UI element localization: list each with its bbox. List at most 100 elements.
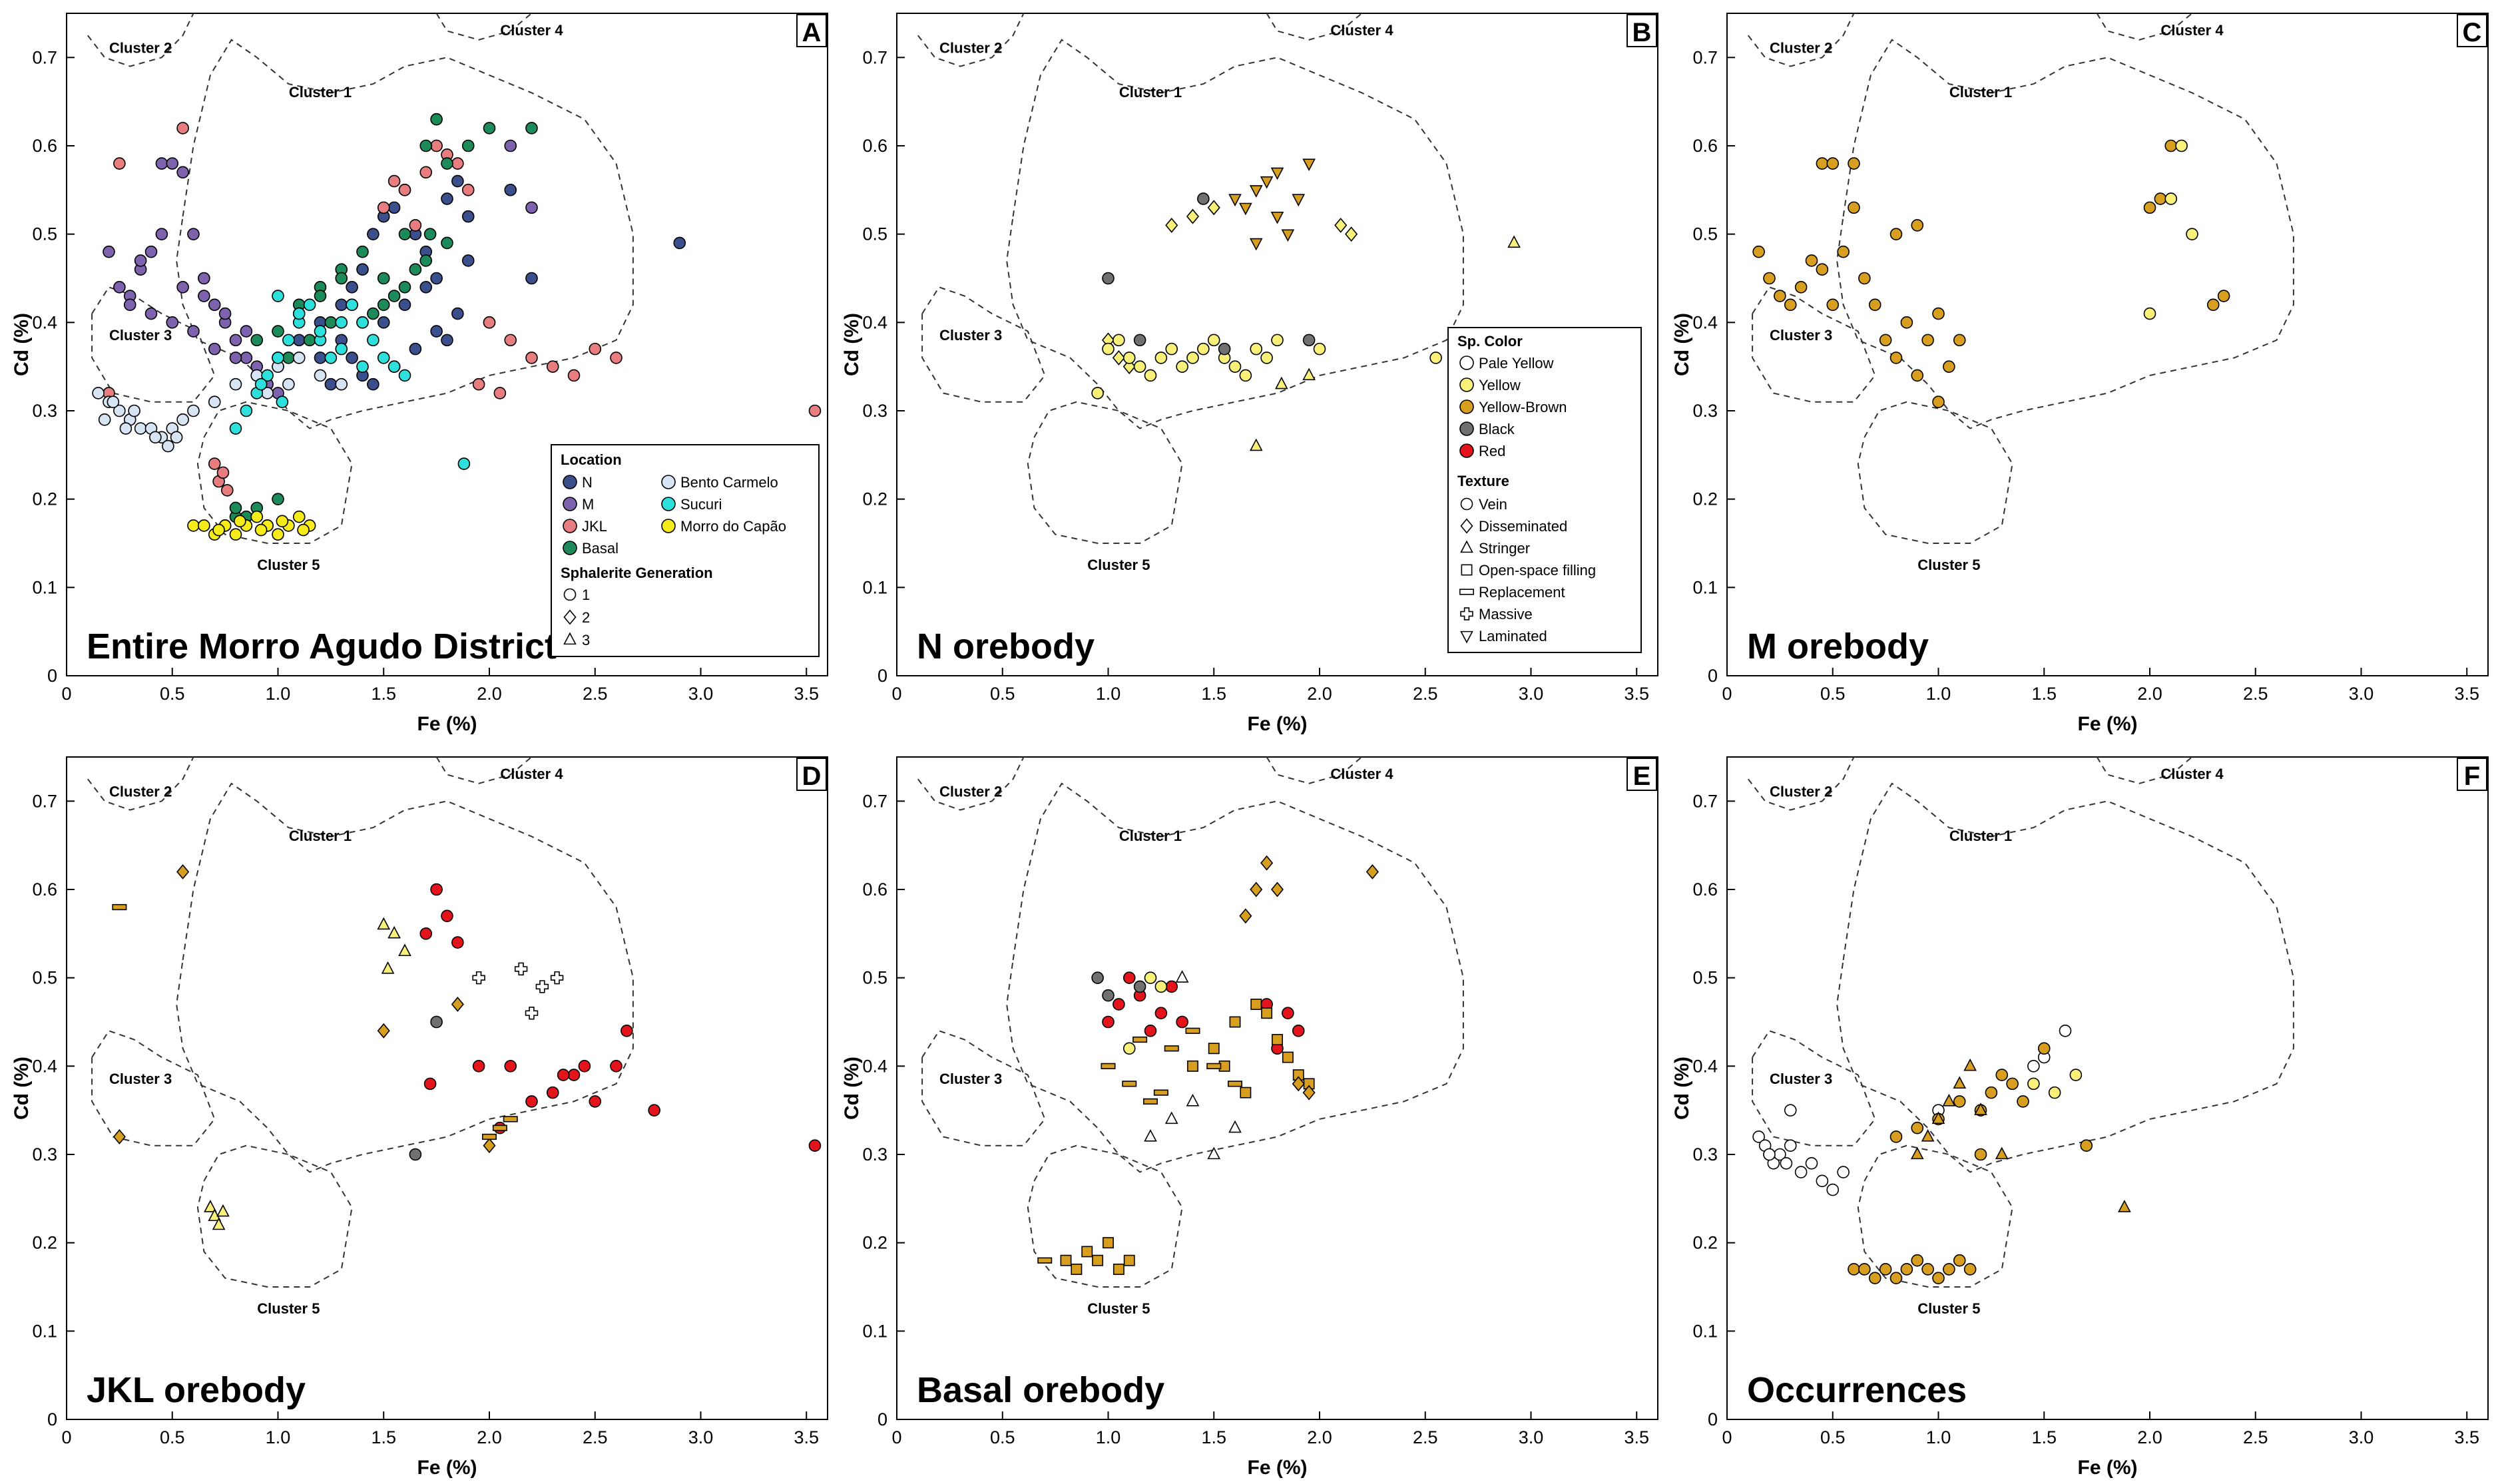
data-point (1176, 360, 1188, 373)
data-point (1239, 908, 1252, 924)
data-point (1091, 971, 1104, 984)
cluster-outline-c5 (196, 1144, 353, 1288)
data-point (208, 395, 221, 409)
y-tick-label: 0.2 (32, 1233, 57, 1253)
data-point (673, 236, 686, 250)
data-point (419, 927, 433, 940)
data-point (1900, 1263, 1913, 1276)
data-point (1794, 1166, 1808, 1178)
data-point (1780, 1156, 1793, 1170)
series-black (1091, 971, 1146, 1002)
data-point (1123, 1254, 1135, 1266)
y-tick-label: 0.1 (32, 1321, 57, 1341)
data-point (276, 515, 289, 528)
data-point (472, 377, 485, 391)
data-point (216, 466, 230, 479)
cluster-label: Cluster 3 (1770, 327, 1832, 344)
data-point (250, 510, 264, 523)
cluster-outline-c4 (1266, 756, 1363, 784)
data-point (250, 334, 264, 347)
data-point (240, 325, 253, 338)
cluster-outline-c2 (1748, 756, 1855, 811)
cluster-label: Cluster 5 (257, 1300, 320, 1317)
data-point (1175, 970, 1189, 983)
data-point (525, 1095, 538, 1108)
cluster-outline-c5 (1027, 1144, 1183, 1288)
x-tick-label: 0.5 (1820, 1427, 1846, 1447)
panel-letter: F (2464, 762, 2480, 791)
data-point (1889, 1130, 1903, 1143)
legend-label: Red (1479, 443, 1505, 459)
data-point (162, 439, 174, 453)
panel-title: Occurrences (1747, 1370, 1967, 1410)
legend-label: Replacement (1479, 584, 1565, 601)
data-point (423, 228, 437, 240)
x-tick-label: 1.0 (1926, 1427, 1951, 1447)
data-point (218, 307, 232, 320)
panel-f: Cluster 1 Cluster 2 Cluster 3 Cluster 4 Clus… (1671, 756, 2489, 1479)
x-tick-label: 0 (891, 684, 901, 704)
data-point (1953, 1095, 1966, 1108)
panel-letter-box (2457, 758, 2487, 791)
panel-letter: D (802, 762, 822, 791)
data-point (589, 342, 602, 356)
legend-swatch (563, 475, 577, 489)
legend-label: Black (1479, 421, 1515, 437)
data-point (451, 307, 464, 320)
data-point (1249, 185, 1263, 198)
data-point (176, 280, 189, 294)
data-point (144, 307, 158, 320)
data-point (1292, 1024, 1305, 1037)
data-point (1932, 395, 1945, 409)
y-axis-title: Cd (%) (841, 1057, 863, 1120)
data-point (166, 157, 179, 170)
data-point (103, 245, 115, 258)
data-point (1848, 157, 1860, 170)
data-point (430, 1015, 443, 1029)
x-tick-label: 3.5 (794, 684, 819, 704)
cluster-outline-c2 (87, 13, 194, 67)
data-point (1185, 1027, 1200, 1034)
data-point (1910, 1146, 1924, 1160)
data-point (377, 316, 390, 329)
data-point (212, 523, 225, 537)
panel-title: Basal orebody (917, 1370, 1164, 1410)
data-point (525, 201, 538, 214)
legend-swatch (563, 497, 577, 511)
data-point (1334, 217, 1348, 233)
y-axis-title: Cd (%) (1671, 313, 1693, 376)
cluster-label: Cluster 1 (1949, 828, 2012, 844)
series-yellow-brown-vein (1848, 1042, 2093, 1285)
data-point (335, 342, 348, 356)
legend-subtitle: Texture (1457, 473, 1509, 489)
data-point (1218, 342, 1231, 356)
data-point (1228, 1081, 1243, 1087)
series-yellow-brown-replacement (1037, 1027, 1243, 1264)
data-point (1879, 334, 1892, 347)
data-point (398, 184, 411, 196)
data-point (1176, 1015, 1188, 1029)
y-tick-label: 0.4 (32, 312, 57, 332)
data-point (292, 352, 306, 364)
y-tick-label: 0.6 (1692, 136, 1718, 156)
legend-marker (1460, 518, 1473, 534)
data-point (1091, 387, 1104, 399)
data-point (1281, 229, 1295, 242)
data-point (198, 272, 210, 285)
data-point (1123, 971, 1136, 984)
plot-frame (66, 756, 828, 1420)
data-point (216, 1204, 230, 1217)
data-point (234, 515, 246, 528)
cluster-outline-c2 (917, 756, 1025, 811)
data-point (2080, 1139, 2093, 1152)
data-point (1911, 1121, 1924, 1134)
data-point (272, 325, 284, 338)
data-point (1133, 334, 1146, 347)
x-tick-label: 3.0 (2349, 1427, 2374, 1447)
data-point (535, 980, 549, 993)
data-point (398, 943, 411, 957)
panel-c: Cluster 1 Cluster 2 Cluster 3 Cluster 4 Clus… (1671, 13, 2489, 735)
data-point (504, 1060, 517, 1073)
data-point (525, 122, 538, 134)
data-point (1197, 342, 1210, 356)
